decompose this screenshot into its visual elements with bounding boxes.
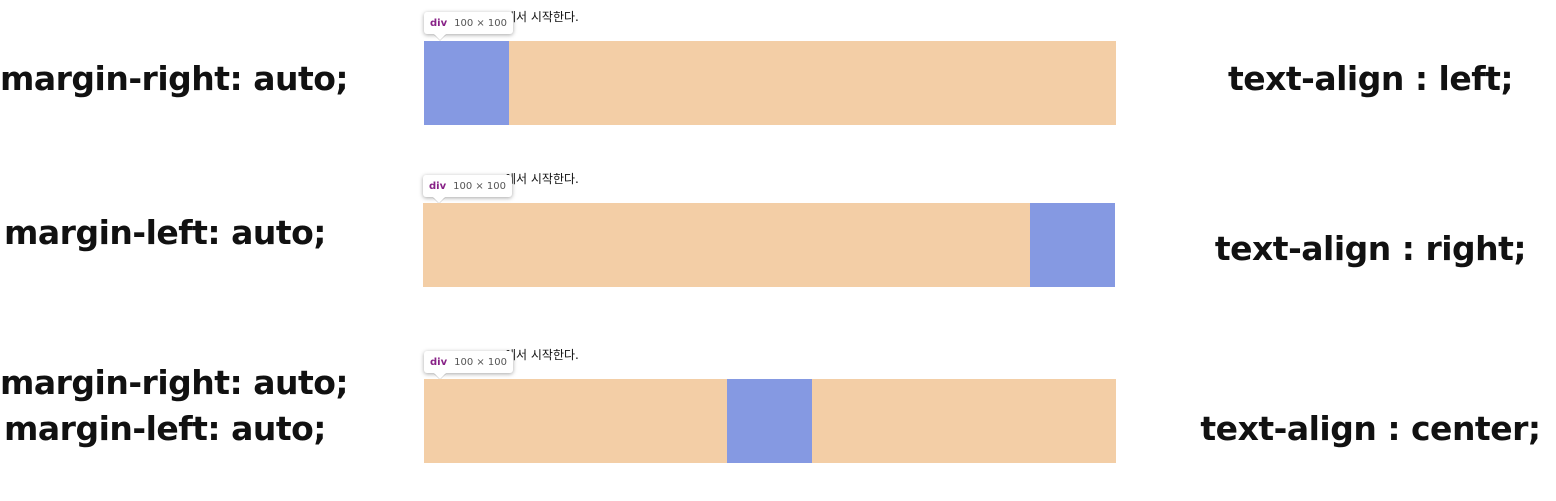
tooltip-dims: 100 × 100: [454, 356, 508, 368]
demo-caption: 에서 시작한다.: [505, 172, 579, 186]
demo-block-center: [424, 379, 1116, 463]
text-align-label-1: text-align : left;: [1227, 59, 1514, 98]
devtools-tooltip: div 100 × 100: [424, 351, 514, 373]
demo-block-right: [423, 203, 1115, 287]
example-row-1: margin-right: auto; 에서 시작한다. div 100 × 1…: [0, 0, 1556, 140]
demo-block-left: [424, 41, 1116, 125]
tooltip-dims: 100 × 100: [454, 17, 508, 29]
devtools-tooltip: div 100 × 100: [423, 175, 513, 197]
margin-label-1: margin-right: auto;: [0, 56, 349, 102]
tooltip-tag: div: [430, 356, 448, 368]
margin-line: margin-left: auto;: [4, 409, 326, 448]
margin-line: margin-right: auto;: [0, 59, 349, 98]
tooltip-tag: div: [429, 180, 447, 192]
example-row-3: margin-right: auto; margin-left: auto; 에…: [0, 338, 1556, 478]
inner-div-box: [424, 41, 509, 125]
text-align-label-2: text-align : right;: [1214, 229, 1527, 268]
margin-line: margin-left: auto;: [4, 213, 326, 252]
tooltip-dims: 100 × 100: [453, 180, 507, 192]
demo-caption: 에서 시작한다.: [505, 348, 579, 362]
inner-div-box: [1030, 203, 1115, 287]
demo-caption: 에서 시작한다.: [505, 10, 579, 24]
devtools-tooltip: div 100 × 100: [424, 12, 514, 34]
inner-div-box: [727, 379, 812, 463]
margin-label-3: margin-right: auto; margin-left: auto;: [0, 360, 349, 452]
margin-label-2: margin-left: auto;: [0, 210, 330, 256]
container-box: [423, 203, 1115, 287]
margin-line: margin-right: auto;: [0, 363, 349, 402]
container-box: [424, 41, 1116, 125]
tooltip-tag: div: [430, 17, 448, 29]
text-align-label-3: text-align : center;: [1200, 409, 1541, 448]
example-row-2: margin-left: auto; 에서 시작한다. div 100 × 10…: [0, 162, 1556, 302]
